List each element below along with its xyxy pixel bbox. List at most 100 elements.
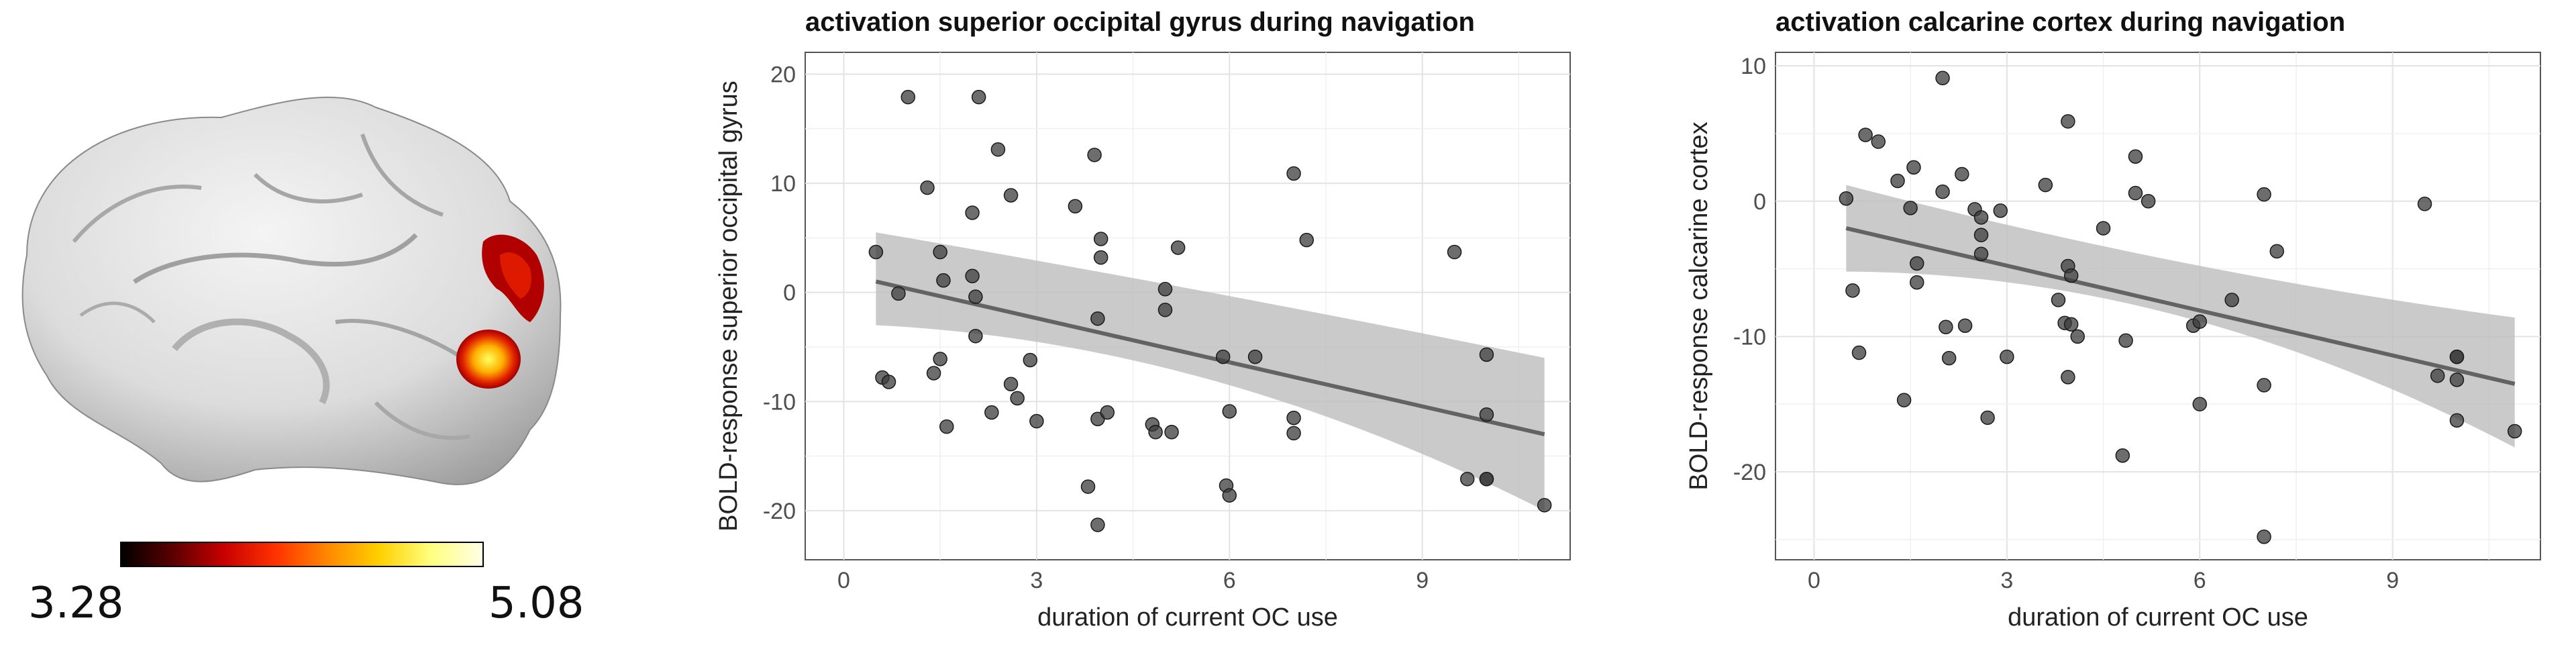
brain-medial-surface (21, 96, 562, 485)
data-point (2128, 149, 2143, 164)
data-point (1479, 407, 1494, 422)
data-point (2269, 244, 2284, 259)
y-tick-label: 10 (770, 171, 796, 197)
data-point (1973, 228, 1989, 242)
y-tick-label: -10 (1733, 324, 1766, 350)
x-axis-label: duration of current OC use (2008, 603, 2308, 632)
data-point (1080, 479, 1096, 494)
data-point (2061, 370, 2075, 385)
data-point (891, 286, 906, 301)
data-point (1871, 134, 1886, 149)
x-tick-label: 3 (2000, 568, 2013, 593)
data-point (1299, 232, 1314, 248)
data-point (1222, 404, 1237, 419)
data-point (2257, 378, 2271, 393)
data-point (1479, 347, 1494, 362)
data-point (1903, 201, 1918, 215)
colorbar-max-label: 5.08 (488, 579, 584, 628)
data-point (1222, 488, 1237, 503)
data-point (971, 89, 986, 105)
data-point (1093, 250, 1109, 265)
data-point (1215, 349, 1231, 364)
activation-cluster-superior-occipital (482, 234, 544, 322)
data-point (2417, 197, 2432, 211)
data-point (1845, 283, 1860, 298)
brain-render (21, 96, 562, 567)
data-point (1286, 410, 1301, 426)
data-point (1068, 199, 1083, 213)
data-point (1090, 517, 1105, 532)
data-point (1023, 352, 1038, 368)
x-tick-label: 0 (1808, 568, 1820, 593)
data-point (2063, 317, 2079, 332)
data-point (2051, 293, 2066, 307)
data-point (1906, 160, 1921, 175)
data-point (1896, 393, 1912, 407)
y-tick-label: -10 (763, 389, 796, 415)
data-point (933, 244, 947, 260)
data-point (2507, 424, 2522, 439)
chart-title: activation calcarine cortex during navig… (1775, 7, 2345, 37)
grid (805, 52, 1570, 560)
data-point (939, 419, 954, 434)
data-point (920, 180, 935, 195)
confidence-band (1846, 185, 2515, 448)
data-point (968, 289, 983, 304)
axis-ticks: 0 3 6 9 -20 -10 0 10 20 (763, 62, 1429, 593)
regression-line (1845, 226, 2516, 386)
x-tick-label: 9 (2386, 568, 2399, 593)
data-point (2063, 268, 2079, 283)
data-point (2224, 293, 2239, 307)
data-point (1910, 275, 1924, 290)
data-point (1537, 497, 1552, 513)
data-point (1157, 282, 1173, 297)
data-point (1148, 425, 1163, 440)
data-point (1447, 244, 1462, 260)
data-point (965, 268, 980, 284)
data-point (2257, 187, 2271, 202)
data-point (1029, 413, 1044, 429)
data-point (2192, 397, 2208, 411)
data-point (2257, 529, 2271, 544)
data-points (868, 89, 1552, 532)
data-point (1910, 256, 1924, 271)
data-point (965, 205, 980, 220)
data-point (2000, 349, 2014, 364)
colorbar-min-label: 3.28 (28, 579, 124, 628)
data-point (1164, 425, 1179, 440)
colorbar (120, 542, 484, 567)
data-point (1955, 166, 1969, 182)
y-tick-label: 10 (1741, 54, 1766, 79)
x-tick-label: 9 (1416, 568, 1429, 593)
chart-title: activation superior occipital gyrus duri… (805, 7, 1475, 37)
data-point (1839, 191, 1854, 206)
y-tick-label: 20 (770, 62, 796, 88)
data-point (2128, 185, 2143, 201)
data-point (1003, 188, 1019, 203)
data-point (1973, 246, 1989, 262)
data-points (1839, 70, 2522, 544)
data-point (1286, 166, 1301, 181)
data-point (881, 375, 896, 389)
activation-cluster-calcarine (456, 330, 521, 389)
y-tick-label: -20 (763, 499, 796, 524)
data-point (1170, 240, 1186, 255)
data-point (926, 366, 941, 381)
chart-superior-occipital: activation superior occipital gyrus duri… (715, 7, 1571, 632)
data-point (1890, 173, 1905, 189)
data-point (1957, 318, 1973, 333)
data-point (1286, 426, 1301, 441)
y-axis-label: BOLD-response superior occipital gyrus (715, 81, 743, 532)
brain-activation-panel: 3.28 5.08 (0, 0, 671, 642)
data-point (2449, 373, 2465, 387)
data-point (1980, 410, 1995, 426)
data-point (2430, 368, 2445, 383)
axis-ticks: 0 3 6 9 -20 -10 0 10 (1733, 54, 2399, 593)
data-point (1851, 345, 1867, 360)
data-point (1093, 232, 1109, 246)
data-point (2096, 221, 2111, 236)
data-point (1157, 302, 1173, 317)
data-point (1100, 405, 1115, 420)
x-tick-label: 6 (2194, 568, 2206, 593)
data-point (2141, 194, 2156, 209)
